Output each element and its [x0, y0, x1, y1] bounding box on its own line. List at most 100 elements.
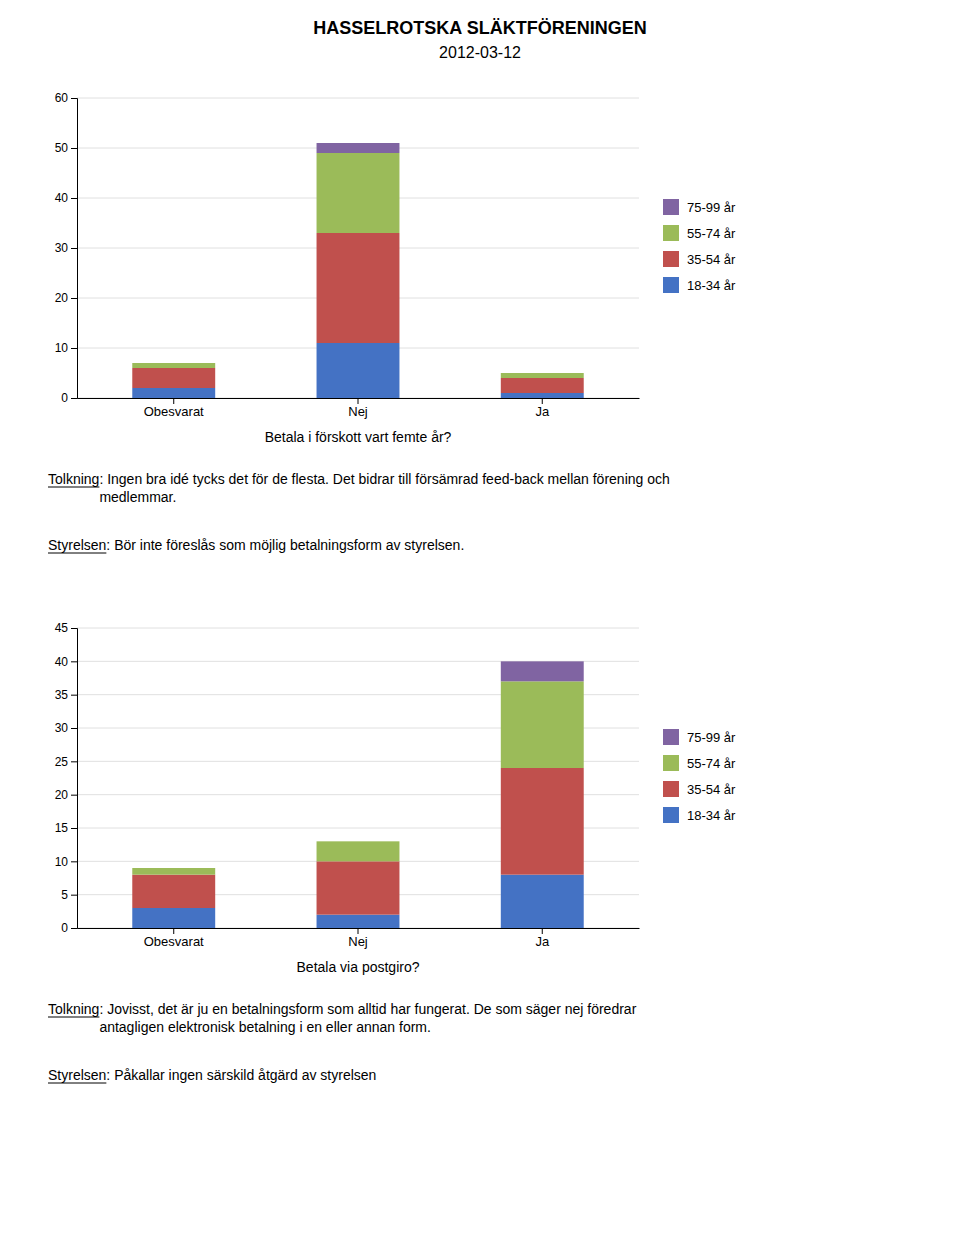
- y-axis: 0 10 20 30 40 50 60: [55, 91, 78, 405]
- bar: [501, 373, 584, 374]
- y-tick-mark: [71, 98, 77, 99]
- x-tick-mark: [358, 928, 359, 934]
- y-tick-label: 40: [55, 191, 69, 205]
- x-tick-label: Obesvarat: [144, 404, 204, 419]
- x-tick-label: Obesvarat: [144, 934, 204, 949]
- y-tick-mark: [71, 198, 77, 199]
- legend-label: 35-54 år: [687, 252, 736, 267]
- x-tick: Obesvarat: [144, 928, 204, 949]
- y-tick: 30: [55, 241, 77, 255]
- legend-item: 75-99 år: [663, 199, 736, 215]
- x-axis-title: Betala via postgiro?: [297, 959, 420, 975]
- y-tick-label: 25: [55, 755, 69, 769]
- bar: [501, 393, 584, 398]
- x-tick-mark: [542, 928, 543, 934]
- legend: 75-99 år55-74 år35-54 år18-34 år: [663, 729, 736, 823]
- legend-item: 55-74 år: [663, 225, 736, 241]
- y-tick-mark: [71, 795, 77, 796]
- bars: [132, 143, 583, 398]
- x-axis: Obesvarat Nej Ja: [78, 928, 640, 949]
- y-tick-label: 0: [61, 921, 68, 935]
- bar: [501, 681, 584, 768]
- legend-label: 55-74 år: [687, 756, 736, 771]
- bars: [132, 661, 583, 928]
- x-tick-mark: [358, 398, 359, 404]
- chart: ObesvaratNejJa0102030405060Betala i förs…: [55, 91, 736, 445]
- y-tick-mark: [71, 398, 77, 399]
- y-tick-label: 50: [55, 141, 69, 155]
- annotation-line: : Jovisst, det är ju en betalningsform s…: [99, 1001, 636, 1017]
- legend-swatch: [663, 781, 679, 797]
- x-tick: Nej: [348, 928, 368, 949]
- y-tick-label: 30: [55, 241, 69, 255]
- x-tick-label: Ja: [535, 934, 550, 949]
- legend-swatch: [663, 251, 679, 267]
- legend-label: 75-99 år: [687, 730, 736, 745]
- y-tick: 30: [55, 721, 77, 735]
- annotation-line: : Påkallar ingen särskild åtgärd av styr…: [106, 1067, 376, 1083]
- bar: [501, 768, 584, 875]
- y-tick: 5: [61, 888, 77, 902]
- x-tick: Ja: [535, 928, 550, 949]
- legend-item: 35-54 år: [663, 251, 736, 267]
- y-tick: 15: [55, 821, 77, 835]
- y-tick-mark: [71, 695, 77, 696]
- legend-swatch: [663, 807, 679, 823]
- y-tick-mark: [71, 661, 77, 662]
- y-tick: 45: [55, 621, 77, 635]
- bar: [132, 875, 215, 908]
- legend-label: 18-34 år: [687, 808, 736, 823]
- legend-swatch: [663, 225, 679, 241]
- y-tick-mark: [71, 828, 77, 829]
- annotation-label: Styrelsen: [48, 1067, 106, 1083]
- y-tick-label: 35: [55, 688, 69, 702]
- y-tick-label: 20: [55, 788, 69, 802]
- legend-swatch: [663, 277, 679, 293]
- y-tick-label: 0: [61, 391, 68, 405]
- y-tick-mark: [71, 248, 77, 249]
- y-tick: 10: [55, 341, 77, 355]
- legend-item: 55-74 år: [663, 755, 736, 771]
- bar: [132, 868, 215, 875]
- legend-swatch: [663, 729, 679, 745]
- legend-swatch: [663, 755, 679, 771]
- annotation-label: Styrelsen: [48, 537, 106, 553]
- bar: [132, 363, 215, 364]
- legend-label: 75-99 år: [687, 200, 736, 215]
- legend: 75-99 år 55-74 år 35-54 år 18-34 år: [663, 199, 736, 293]
- annotation-underline: [48, 487, 99, 488]
- bar: [317, 153, 400, 233]
- y-axis-line: [71, 629, 78, 929]
- annotation-text: : Påkallar ingen särskild åtgärd av styr…: [106, 1067, 376, 1083]
- y-axis: 051015202530354045: [55, 621, 78, 935]
- y-tick: 20: [55, 291, 77, 305]
- x-tick-mark: [173, 928, 174, 934]
- x-axis: Obesvarat Nej Ja: [78, 398, 640, 419]
- bar: [501, 373, 584, 378]
- y-tick: 60: [55, 91, 77, 105]
- bar: [501, 875, 584, 928]
- y-tick: 20: [55, 788, 77, 802]
- y-tick-label: 10: [55, 341, 69, 355]
- legend-item: 18-34 år: [663, 277, 736, 293]
- bar: [317, 343, 400, 398]
- y-tick-mark: [71, 861, 77, 862]
- y-tick: 25: [55, 755, 77, 769]
- y-tick-label: 20: [55, 291, 69, 305]
- x-tick: Nej: [348, 398, 368, 419]
- y-axis-line: [71, 99, 78, 399]
- annotation-text: : Jovisst, det är ju en betalningsform s…: [99, 1001, 636, 1035]
- bar: [501, 661, 584, 681]
- y-tick-mark: [71, 348, 77, 349]
- x-tick: Ja: [535, 398, 550, 419]
- y-tick-mark: [71, 298, 77, 299]
- bar: [317, 915, 400, 928]
- y-tick: 35: [55, 688, 77, 702]
- y-tick-label: 40: [55, 655, 69, 669]
- y-tick-mark: [71, 628, 77, 629]
- legend-label: 55-74 år: [687, 226, 736, 241]
- x-tick: Obesvarat: [144, 398, 204, 419]
- legend-label: 18-34 år: [687, 278, 736, 293]
- x-tick-mark: [542, 398, 543, 404]
- chart-page: HASSELROTSKA SLÄKTFÖRENINGEN2012-03-12Ob…: [0, 0, 960, 1244]
